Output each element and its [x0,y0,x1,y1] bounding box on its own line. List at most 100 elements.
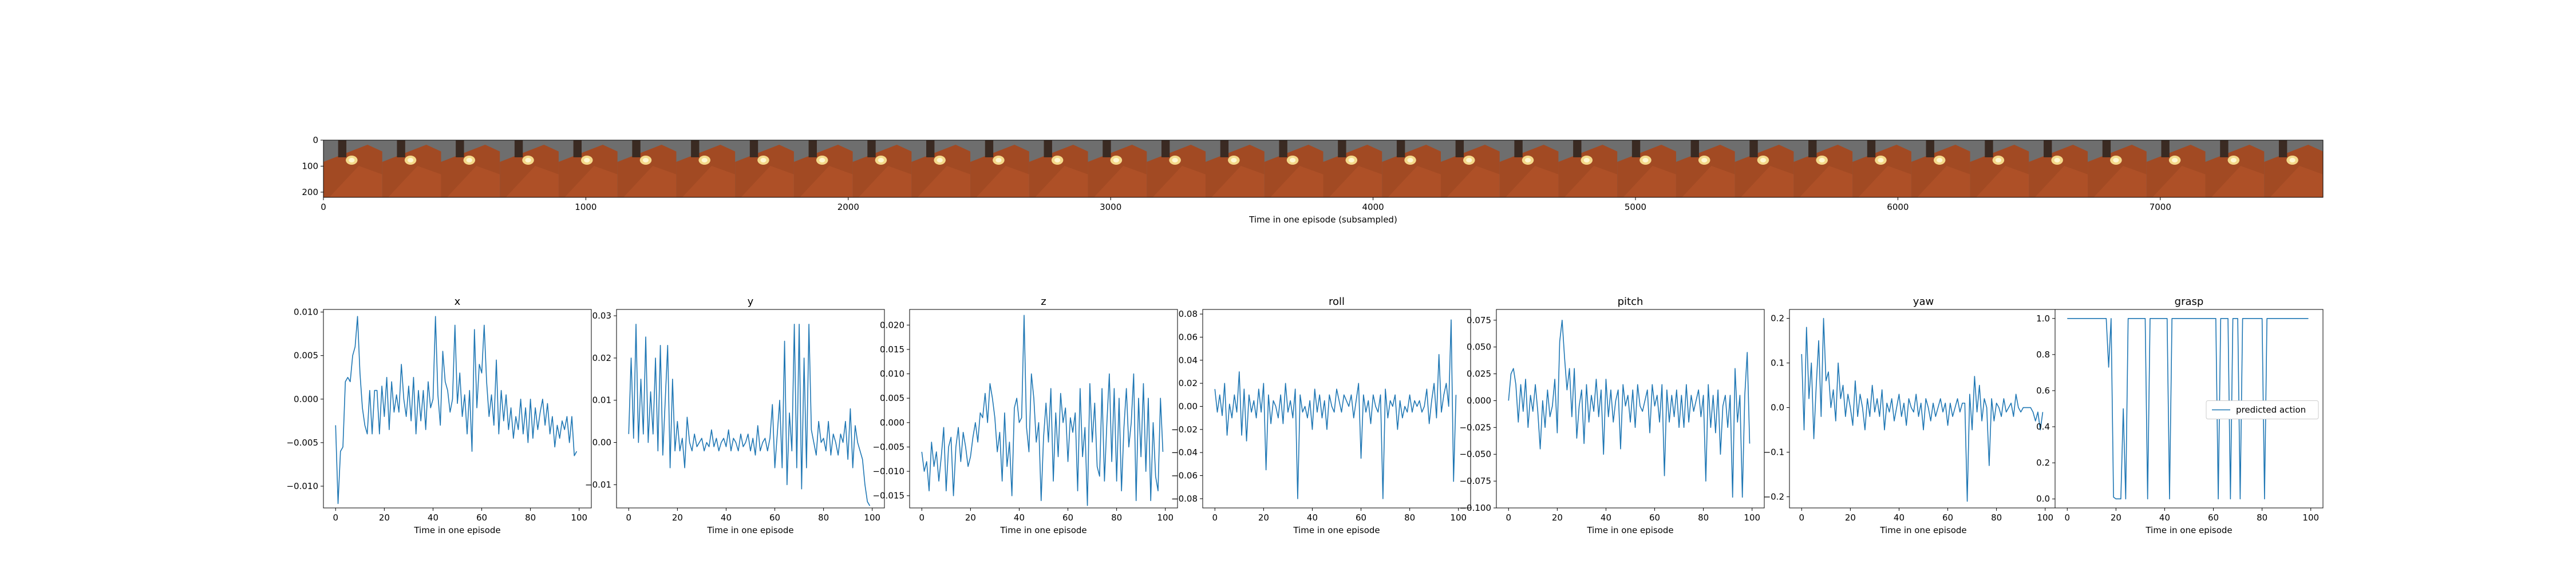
y-tick-label: −0.100 [1459,503,1491,513]
x-tick-label: 100 [571,513,587,523]
x-tick-label: 40 [1601,513,1611,523]
chart-z: 0 20 40 60 80 100 −0.015 −0.010 −0.005 0.000 0.005… [872,296,1178,535]
filmstrip-x-tick-label: 5000 [1625,202,1646,212]
x-tick-label: 0 [919,513,924,523]
filmstrip-x-tick-label: 4000 [1362,202,1384,212]
episode-frame [1970,140,2029,197]
y-tick-label: −0.2 [1764,492,1784,502]
x-axis-label: Time in one episode [999,525,1086,535]
filmstrip-x-tick-label: 6000 [1887,202,1909,212]
x-tick-label: 80 [1991,513,2002,523]
episode-frame [1558,140,1618,197]
plot-area [323,309,591,508]
y-tick-label: 0.06 [1179,332,1198,342]
y-tick-label: −0.025 [1459,422,1491,432]
x-axis-label: Time in one episode [413,525,500,535]
y-tick-label: 0.050 [1467,342,1491,352]
x-axis-label: Time in one episode [706,525,793,535]
episode-frame [1206,140,1265,197]
y-tick-label: −0.005 [872,442,904,452]
y-tick-label: 0.03 [592,311,611,321]
plot-frame [1496,309,1765,509]
x-tick-label: 0 [1506,513,1511,523]
episode-frame [2029,140,2088,197]
plot-frame [2055,309,2324,509]
y-tick-label: 0.025 [1467,369,1491,379]
episode-frame [500,140,559,197]
y-tick-label: 0.000 [294,394,318,404]
series-line-y [628,324,871,506]
x-tick-label: 100 [1157,513,1174,523]
filmstrip-x-tick-label: 7000 [2150,202,2171,212]
plot-frame [1202,309,1471,509]
y-tick-label: 0.02 [1179,378,1198,388]
chart-yaw: 0 20 40 60 80 100 −0.2 −0.1 0.0 0.1 0.2 yaw Time in … [1764,296,2058,535]
y-tick-label: 0.010 [294,307,318,317]
episode-frames-image [323,140,2323,197]
episode-frame [1852,140,1912,197]
x-tick-label: 40 [2159,513,2170,523]
x-tick-label: 60 [1649,513,1660,523]
y-tick-label: 0.01 [592,395,611,406]
x-tick-label: 100 [1450,513,1467,523]
y-tick-label: −0.01 [585,479,611,490]
series-line-grasp [2067,317,2309,500]
episode-frame [1323,140,1382,197]
episode-frame [1088,140,1147,197]
episode-frame [617,140,677,197]
y-tick-label: −0.015 [872,491,904,501]
x-tick-label: 80 [2257,513,2267,523]
x-tick-label: 20 [1845,513,1856,523]
legend-box [2206,400,2319,419]
x-tick-label: 0 [626,513,631,523]
x-tick-label: 20 [1552,513,1563,523]
x-axis-label: Time in one episode [1293,525,1380,535]
filmstrip-x-tick-label: 0 [321,202,326,212]
x-tick-label: 40 [1894,513,1905,523]
episode-frame [735,140,795,197]
filmstrip-x-tick-label: 3000 [1100,202,1121,212]
episode-frame [2088,140,2147,197]
x-tick-label: 100 [1744,513,1760,523]
y-tick-label: −0.075 [1459,476,1491,486]
y-tick-label: 0.2 [1771,313,1784,324]
y-tick-label: 0.6 [2036,386,2050,396]
x-tick-label: 80 [1404,513,1415,523]
y-tick-label: 0.02 [592,353,611,363]
x-axis-label: Time in one episode [1586,525,1673,535]
episode-frame [2205,140,2265,197]
episode-frame [793,140,854,197]
episode-frame [676,140,736,197]
series-line-yaw [1801,317,2044,502]
episode-frame [1382,140,1441,197]
x-tick-label: 20 [2111,513,2121,523]
x-tick-label: 0 [1212,513,1218,523]
filmstrip-frame [323,140,2324,198]
episode-frame [1147,140,1206,197]
x-axis-label: Time in one episode [2145,525,2232,535]
chart-title: roll [1329,296,1345,308]
y-tick-label: 0.2 [2036,458,2050,468]
episode-frame [1617,140,1677,197]
series-line-z [921,315,1164,506]
x-tick-label: 80 [525,513,536,523]
episode-frame [852,140,912,197]
x-tick-label: 60 [2208,513,2219,523]
y-tick-label: 0.1 [1771,358,1784,368]
x-tick-label: 40 [1307,513,1318,523]
episode-frame [1676,140,1736,197]
episode-frame [1264,140,1323,197]
y-tick-label: 0.00 [592,438,611,448]
episode-frame [382,140,441,197]
x-tick-label: 20 [965,513,976,523]
filmstrip-y-tick-label: 100 [302,161,318,171]
chart-title: z [1041,296,1046,308]
chart-title: pitch [1618,296,1643,308]
y-tick-label: 0.000 [1467,395,1491,406]
x-tick-label: 20 [379,513,390,523]
y-tick-label: −0.04 [1171,447,1198,458]
y-tick-label: 0.010 [880,369,904,379]
x-tick-label: 100 [2302,513,2319,523]
x-tick-label: 0 [2064,513,2070,523]
episode-frame [2146,140,2206,197]
